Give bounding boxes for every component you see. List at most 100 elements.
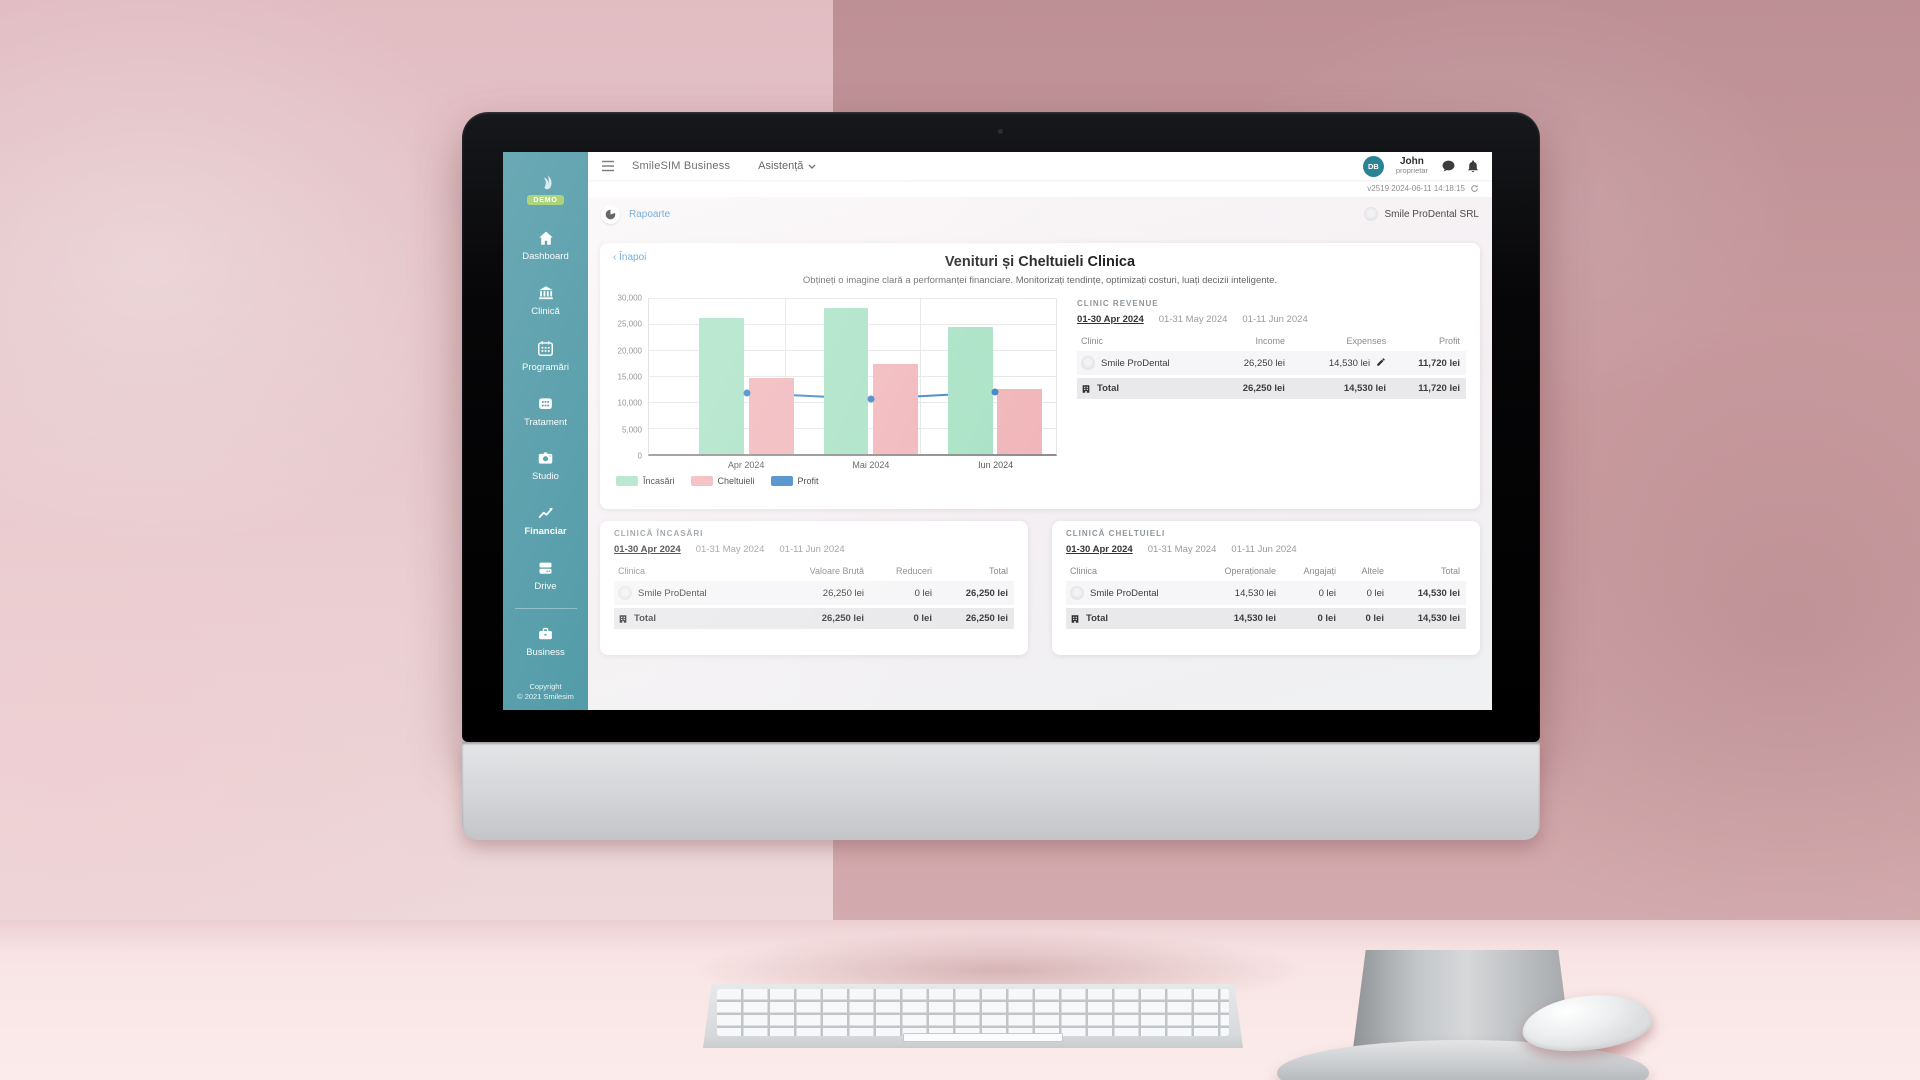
sidebar-item-dashboard[interactable]: Dashboard <box>503 218 588 273</box>
sidebar-item-business[interactable]: Business <box>503 614 588 669</box>
app-screen: DEMO Dashboard Clinică Pro <box>503 152 1492 710</box>
user-block[interactable]: John proprietar <box>1395 156 1428 176</box>
keyboard <box>703 984 1243 1048</box>
drive-icon <box>539 562 552 574</box>
col-reduceri: Reduceri <box>895 566 932 576</box>
cheltuieli-tabs: 01-30 Apr 2024 01-31 May 2024 01-11 Jun … <box>1066 544 1466 555</box>
logo-area: DEMO <box>503 152 588 218</box>
app-title: SmileSIM Business <box>632 160 731 172</box>
incasari-table: Clinica Valoare Brută Reduceri Total Smi… <box>614 562 1014 629</box>
version-text: v2519 2024-06-11 14:18:15 <box>1367 184 1465 193</box>
sidebar-item-programari[interactable]: Programări <box>503 328 588 383</box>
chevron-down-icon <box>808 164 816 169</box>
chart-legend: Încasări Cheltuieli Profit <box>614 476 1057 486</box>
line-dot-Mai 2024 <box>867 395 875 403</box>
tab-may[interactable]: 01-31 May 2024 <box>695 544 765 555</box>
bar-Cheltuieli-Iun 2024 <box>997 389 1043 454</box>
bottom-row: CLINICĂ ÎNCASĂRI 01-30 Apr 2024 01-31 Ma… <box>600 521 1480 655</box>
version-row: v2519 2024-06-11 14:18:15 <box>588 180 1492 197</box>
clinic-logo-icon <box>1070 586 1084 600</box>
tab-may[interactable]: 01-31 May 2024 <box>1158 314 1228 325</box>
table-row: Smile ProDental 26,250 lei 0 lei 26,250 … <box>614 581 1014 607</box>
avatar[interactable]: DB <box>1362 155 1384 177</box>
tab-apr[interactable]: 01-30 Apr 2024 <box>1077 314 1144 325</box>
back-link[interactable]: ‹ Înapoi <box>613 252 647 263</box>
sidebar-item-studio[interactable]: Studio <box>503 438 588 493</box>
col-clinica: Clinica <box>1070 566 1098 576</box>
edit-expenses-icon[interactable] <box>1376 357 1386 367</box>
clinic-revenue-panel: CLINIC REVENUE 01-30 Apr 2024 01-31 May … <box>1077 298 1466 486</box>
chart-icon <box>538 507 552 518</box>
legend-item-Profit: Profit <box>770 476 819 486</box>
bar-Cheltuieli-Apr 2024 <box>749 378 794 454</box>
refresh-icon[interactable] <box>1470 184 1479 193</box>
content: ‹ Înapoi Venituri și Cheltuieli Clinica … <box>588 231 1492 710</box>
keyboard-keys <box>717 989 1229 1036</box>
building-icon <box>619 614 627 623</box>
monitor-chin <box>462 742 1540 840</box>
tab-jun[interactable]: 01-11 Jun 2024 <box>779 544 845 555</box>
tab-jun[interactable]: 01-11 Jun 2024 <box>1242 314 1308 325</box>
incasari-card: CLINICĂ ÎNCASĂRI 01-30 Apr 2024 01-31 Ma… <box>600 521 1028 655</box>
topbar-right: DB John proprietar <box>1362 155 1479 177</box>
tab-apr[interactable]: 01-30 Apr 2024 <box>1066 544 1133 555</box>
sidebar-item-financiar[interactable]: Financiar <box>503 493 588 548</box>
panel-title: CLINICĂ CHELTUIELI <box>1066 529 1166 538</box>
chart-area: 30,000 25,000 20,000 15,000 10,000 5,000 0 <box>614 293 1058 471</box>
panel-title: CLINICĂ ÎNCASĂRI <box>614 529 704 538</box>
webcam-dot <box>998 129 1003 134</box>
sidebar: DEMO Dashboard Clinică Pro <box>503 152 588 710</box>
incasari-tabs: 01-30 Apr 2024 01-31 May 2024 01-11 Jun … <box>614 544 1014 555</box>
page-subtitle: Obțineți o imagine clară a performanței … <box>802 275 1278 286</box>
copyright: Copyright © 2021 Smilesim <box>517 681 574 701</box>
table-header-row: Clinica Operaționale Angajați Altele Tot… <box>1066 562 1466 581</box>
breadcrumb-rapoarte-link[interactable]: Rapoarte <box>629 208 671 220</box>
report-main-row: 30,000 25,000 20,000 15,000 10,000 5,000 0 <box>614 293 1466 486</box>
sidebar-item-clinica[interactable]: Clinică <box>503 273 588 328</box>
hamburger-menu-icon[interactable] <box>601 160 615 172</box>
chart-y-axis: 30,000 25,000 20,000 15,000 10,000 5,000 0 <box>617 293 642 461</box>
table-total-row: Total 14,530 lei 0 lei 0 lei 14,530 lei <box>1066 606 1466 629</box>
menu-asistenta[interactable]: Asistență <box>758 160 816 172</box>
bell-icon[interactable] <box>1467 160 1479 173</box>
demo-badge: DEMO <box>527 195 564 205</box>
col-altele: Altele <box>1361 566 1384 576</box>
building-icon <box>1082 384 1090 393</box>
tab-may[interactable]: 01-31 May 2024 <box>1147 544 1217 555</box>
monitor-bezel: DEMO Dashboard Clinică Pro <box>462 112 1540 742</box>
report-card: ‹ Înapoi Venituri și Cheltuieli Clinica … <box>600 243 1480 509</box>
col-expenses: Expenses <box>1346 336 1387 346</box>
table-header-row: Clinica Valoare Brută Reduceri Total <box>614 562 1014 581</box>
app-logo-icon <box>543 175 552 190</box>
line-dot-Iun 2024 <box>991 388 999 396</box>
clinic-icon <box>538 286 553 300</box>
chat-icon[interactable] <box>1442 160 1455 172</box>
bar-Încasări-Iun 2024 <box>947 327 993 454</box>
chart-block: 30,000 25,000 20,000 15,000 10,000 5,000 0 <box>614 293 1058 486</box>
sidebar-item-tratament[interactable]: Tratament <box>503 383 588 438</box>
cheltuieli-table: Clinica Operaționale Angajați Altele Tot… <box>1066 562 1466 629</box>
reports-pie-icon[interactable] <box>601 204 620 224</box>
clinic-logo-icon <box>618 586 632 600</box>
monitor: DEMO Dashboard Clinică Pro <box>462 112 1649 1080</box>
col-valoare-bruta: Valoare Brută <box>809 566 864 576</box>
camera-icon <box>538 452 553 464</box>
building-icon <box>1071 614 1079 623</box>
tab-jun[interactable]: 01-11 Jun 2024 <box>1231 544 1297 555</box>
table-row: Smile ProDental 26,250 lei 14,530 lei 11… <box>1077 351 1466 377</box>
revenue-tabs: 01-30 Apr 2024 01-31 May 2024 01-11 Jun … <box>1077 314 1466 325</box>
breadcrumb: Rapoarte Smile ProDental SRL <box>588 197 1492 231</box>
tab-apr[interactable]: 01-30 Apr 2024 <box>614 544 681 555</box>
bar-Încasări-Mai 2024 <box>823 308 869 454</box>
grid-vline <box>920 298 922 454</box>
col-clinic: Clinic <box>1081 336 1104 346</box>
sidebar-item-drive[interactable]: Drive <box>503 548 588 603</box>
calendar-icon <box>538 340 553 356</box>
clinic-selector[interactable]: Smile ProDental SRL <box>1363 207 1479 221</box>
clinic-logo-icon <box>1363 207 1378 221</box>
col-total: Total <box>1440 566 1460 576</box>
col-angajati: Angajați <box>1303 566 1336 576</box>
main-area: SmileSIM Business Asistență DB John prop… <box>588 152 1492 710</box>
clinic-logo-icon <box>1081 356 1096 370</box>
grid-vline <box>784 298 786 454</box>
